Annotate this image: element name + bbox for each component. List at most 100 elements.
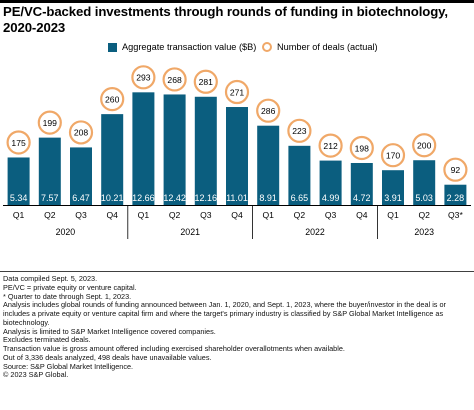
deal-count-label: 200 — [417, 141, 432, 151]
note-line: Data compiled Sept. 5, 2023. — [3, 274, 98, 283]
x-tick-label: Q2 — [418, 210, 430, 220]
note-line: Out of 3,336 deals analyzed, 498 deals h… — [3, 352, 212, 362]
deal-count-label: 208 — [74, 128, 89, 138]
bar — [132, 92, 155, 205]
x-tick-label: Q2 — [44, 210, 56, 220]
bar-value-label: 12.16 — [195, 193, 218, 203]
deal-count-label: 198 — [355, 143, 370, 153]
bar-value-label: 2.28 — [447, 193, 465, 203]
legend-item-transaction-value: Aggregate transaction value ($B) — [108, 42, 256, 52]
deal-count-label: 271 — [230, 87, 245, 97]
x-tick-label: Q3 — [200, 210, 212, 220]
year-group-label: 2022 — [305, 227, 325, 237]
x-tick-label: Q1 — [138, 210, 150, 220]
deal-count-marker — [380, 143, 406, 168]
chart-notes: Data compiled Sept. 5, 2023. PE/VC = pri… — [3, 274, 471, 380]
bar — [163, 94, 186, 205]
deal-count-label: 286 — [261, 106, 276, 116]
deal-count-label: 92 — [451, 165, 461, 175]
note-line: PE/VC = private equity or venture capita… — [3, 282, 137, 292]
x-tick-label: Q3* — [448, 210, 463, 220]
top-rule — [0, 0, 474, 3]
legend-label-transaction-value: Aggregate transaction value ($B) — [122, 42, 257, 52]
x-tick-label: Q1 — [387, 210, 399, 220]
deal-count-marker — [37, 110, 62, 135]
bar — [226, 107, 248, 205]
x-tick-label: Q2 — [294, 210, 306, 220]
x-tick-label: Q1 — [262, 210, 274, 220]
deal-count-marker — [318, 133, 343, 158]
deal-count-label: 223 — [292, 126, 307, 136]
x-tick-label: Q4 — [106, 210, 118, 220]
deal-count-marker — [162, 67, 187, 92]
deal-count-label: 199 — [43, 118, 58, 128]
deal-count-marker — [224, 79, 250, 105]
legend-item-number-of-deals: Number of deals (actual) — [262, 42, 378, 52]
note-line: Analysis is limited to S&P Market Intell… — [3, 326, 216, 336]
bar-value-label: 11.01 — [226, 193, 248, 203]
bar-value-label: 6.65 — [291, 193, 309, 203]
deal-count-marker — [100, 87, 125, 112]
deal-count-marker — [256, 98, 281, 123]
bar-value-label: 12.42 — [163, 193, 186, 203]
deal-count-marker — [131, 65, 156, 90]
legend-swatch-circle — [262, 42, 272, 52]
deal-count-label: 212 — [323, 141, 338, 151]
note-line: Source: S&P Global Market Intelligence. — [3, 361, 134, 371]
bar-value-label: 4.72 — [353, 193, 371, 203]
bar — [70, 147, 92, 205]
x-tick-label: Q1 — [13, 210, 25, 220]
bar — [382, 170, 404, 205]
bar — [413, 160, 436, 205]
x-tick-label: Q3 — [325, 210, 337, 220]
note-line: Analysis includes global rounds of fundi… — [3, 300, 446, 327]
deal-count-marker — [412, 133, 437, 158]
bar — [194, 96, 217, 205]
bar-value-label: 10.21 — [101, 193, 124, 203]
x-tick-label: Q2 — [169, 210, 181, 220]
note-line: Transaction value is gross amount offere… — [3, 344, 345, 353]
deal-count-label: 260 — [105, 94, 120, 104]
deal-count-label: 281 — [199, 77, 214, 87]
bar-value-label: 6.47 — [72, 193, 90, 203]
bar-value-label: 5.34 — [10, 193, 28, 203]
deal-count-marker — [6, 130, 31, 155]
chart-title: PE/VC-backed investments through rounds … — [3, 4, 449, 35]
note-line: * Quarter to date through Sept. 1, 2023. — [3, 291, 132, 301]
bar — [257, 125, 280, 205]
deal-count-label: 268 — [167, 75, 182, 85]
note-line: © 2023 S&P Global. — [3, 370, 69, 380]
deal-count-marker — [287, 118, 312, 143]
bar — [350, 162, 373, 205]
legend: Aggregate transaction value ($B) Number … — [0, 39, 474, 57]
deal-count-marker — [349, 135, 374, 161]
year-group-label: 2023 — [414, 227, 434, 237]
bar-value-label: 3.91 — [384, 193, 402, 203]
bar-value-label: 8.91 — [259, 193, 277, 203]
x-tick-label: Q4 — [231, 210, 243, 220]
bar — [444, 184, 467, 205]
bar-value-label: 12.66 — [132, 193, 155, 203]
bar — [288, 145, 311, 205]
year-group-label: 2021 — [180, 227, 200, 237]
legend-swatch-bar — [108, 42, 117, 52]
bar — [319, 160, 342, 205]
bar — [7, 157, 30, 205]
deal-count-label: 175 — [11, 138, 26, 148]
year-group-label: 2020 — [56, 227, 76, 237]
deal-count-marker — [193, 69, 218, 94]
deal-count-label: 293 — [136, 73, 151, 83]
bar-value-label: 7.57 — [41, 193, 59, 203]
legend-label-number-of-deals: Number of deals (actual) — [277, 42, 378, 52]
bar-value-label: 5.03 — [415, 193, 433, 203]
x-tick-label: Q4 — [356, 210, 368, 220]
deal-count-label: 170 — [386, 151, 401, 161]
bar-value-label: 4.99 — [322, 193, 340, 203]
bar-chart-area: 5.34 7.57 6.47 10.21 12.66 12.42 12.16 11.01 8.9… — [0, 65, 474, 272]
deal-count-marker — [443, 157, 468, 182]
bar — [101, 114, 124, 205]
bar — [38, 137, 61, 205]
note-line: Excludes terminated deals. — [3, 335, 91, 345]
deal-count-marker — [68, 120, 94, 145]
